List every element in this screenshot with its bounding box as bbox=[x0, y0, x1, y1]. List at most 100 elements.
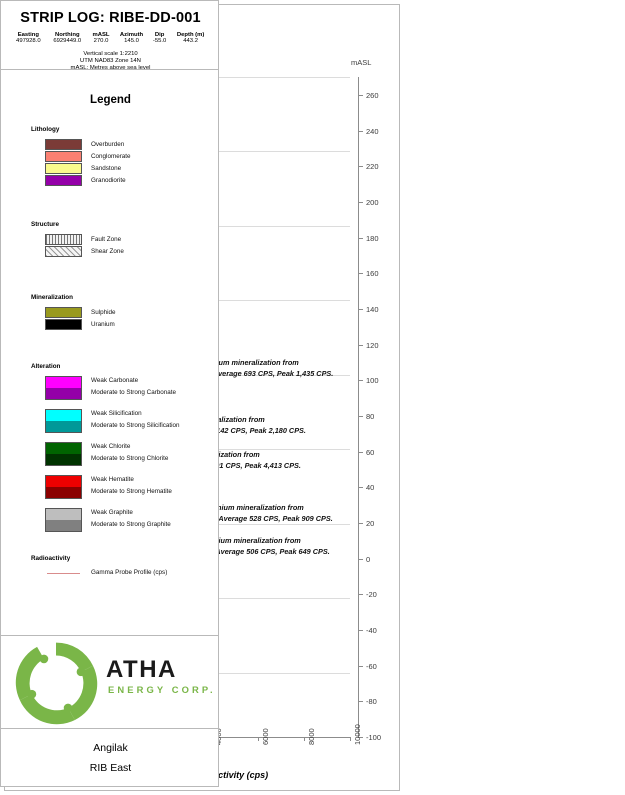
legend-swatch bbox=[45, 163, 82, 174]
legend-line-sample bbox=[47, 573, 80, 574]
legend-label: Fault Zone bbox=[91, 236, 122, 243]
annotation-line-2: 210.05 m to 211.45 m. Average 693 CPS, P… bbox=[137, 368, 334, 378]
legend-group-title: Lithology bbox=[31, 126, 60, 133]
collar-header: Easting bbox=[17, 32, 39, 38]
legend-group-title: Mineralization bbox=[31, 294, 73, 301]
masl-tick bbox=[358, 415, 363, 417]
legend-label: Gamma Probe Profile (cps) bbox=[91, 569, 168, 576]
annotation-line-1: New Intersection: Uranium mineralization… bbox=[142, 503, 304, 512]
masl-tick bbox=[358, 594, 363, 596]
masl-axis-label: mASL bbox=[351, 58, 372, 67]
legend-label: Weak Graphite bbox=[91, 509, 133, 516]
legend-label: Uranium bbox=[91, 321, 115, 328]
masl-tick-label: 0 bbox=[366, 554, 371, 564]
masl-tick bbox=[358, 237, 363, 239]
collar-value: 443.2 bbox=[183, 38, 198, 44]
annotation-line-2: 315.35 m to 316.45 m. Average 506 CPS, P… bbox=[139, 546, 330, 556]
note-masl: mASL: Metres above sea level bbox=[70, 65, 151, 71]
legend-label: Overburden bbox=[91, 141, 125, 148]
masl-tick-label: 160 bbox=[366, 269, 379, 279]
masl-tick-label: -20 bbox=[366, 590, 377, 600]
legend-box: Legend Lithology Overburden Conglomerate Sa… bbox=[0, 70, 219, 636]
legend-label: Moderate to Strong Chlorite bbox=[91, 455, 169, 462]
annotation-line-1: New Intersection: Uranium mineralization… bbox=[139, 536, 301, 545]
legend-label: Shear Zone bbox=[91, 248, 124, 255]
note-utm: UTM NAD83 Zone 14N bbox=[80, 58, 141, 64]
page-title: STRIP LOG: RIBE-DD-001 bbox=[20, 10, 201, 26]
masl-tick-label: 220 bbox=[366, 162, 379, 172]
masl-tick-label: 260 bbox=[366, 90, 379, 100]
legend-swatch bbox=[45, 475, 82, 499]
masl-tick bbox=[358, 487, 363, 489]
x-tick-label: 8000 bbox=[306, 728, 316, 745]
legend-label: Moderate to Strong Carbonate bbox=[91, 389, 177, 396]
masl-tick-label: 200 bbox=[366, 197, 379, 207]
collar-value: 6929449.0 bbox=[53, 38, 82, 44]
x-tick bbox=[257, 737, 259, 741]
collar-header: Azimuth bbox=[119, 32, 144, 38]
legend-group-title: Alteration bbox=[31, 363, 61, 370]
masl-tick bbox=[358, 558, 363, 560]
x-tick-label: 6000 bbox=[260, 728, 270, 745]
legend-label: Moderate to Strong Graphite bbox=[91, 521, 171, 528]
collar-value: -55.0 bbox=[152, 38, 167, 44]
collar-header: mASL bbox=[92, 32, 110, 38]
masl-tick bbox=[358, 701, 363, 703]
legend-swatch bbox=[45, 376, 82, 400]
legend-swatch bbox=[45, 409, 82, 433]
legend-swatch bbox=[45, 246, 82, 257]
legend-label: Conglomerate bbox=[91, 153, 131, 160]
legend-label: Granodiorite bbox=[91, 177, 126, 184]
masl-tick-label: -60 bbox=[366, 661, 377, 671]
legend-group-title: Radioactivity bbox=[31, 555, 71, 562]
masl-tick-label: 40 bbox=[366, 483, 375, 493]
masl-tick-label: 120 bbox=[366, 340, 379, 350]
legend-swatch bbox=[45, 442, 82, 466]
note-scale: Vertical scale 1:2210 bbox=[83, 51, 138, 57]
masl-tick bbox=[358, 451, 363, 453]
masl-tick-label: -40 bbox=[366, 625, 377, 635]
masl-tick bbox=[358, 380, 363, 382]
legend-group-title: Structure bbox=[31, 221, 59, 228]
legend-label: Weak Carbonate bbox=[91, 377, 139, 384]
legend-label: Weak Chlorite bbox=[91, 443, 131, 450]
x-tick-label: 10000 bbox=[353, 724, 362, 745]
x-tick bbox=[350, 737, 351, 741]
area-name: RIB East bbox=[89, 762, 132, 774]
legend-swatch bbox=[45, 508, 82, 532]
masl-tick bbox=[358, 130, 363, 132]
collar-header: Northing bbox=[55, 32, 80, 38]
atha-logo-icon bbox=[15, 642, 98, 725]
collar-header: Dip bbox=[154, 32, 165, 38]
legend-label: Weak Silicification bbox=[91, 410, 142, 417]
masl-tick bbox=[358, 273, 363, 275]
masl-tick-label: 240 bbox=[366, 126, 379, 136]
collar-value: 497928.0 bbox=[16, 38, 41, 44]
masl-tick-label: 140 bbox=[366, 304, 379, 314]
intersection-annotation: New Intersection: Uranium mineralization… bbox=[139, 536, 330, 557]
masl-tick-label: 80 bbox=[366, 411, 375, 421]
annotation-line-2: 309.25 m to 310.65 m. Average 528 CPS, P… bbox=[142, 513, 333, 523]
masl-tick-label: -100 bbox=[366, 733, 382, 742]
masl-tick-label: 20 bbox=[366, 518, 375, 528]
legend-swatch bbox=[45, 139, 82, 150]
legend-swatch bbox=[45, 175, 82, 186]
site-box: Angilak RIB East bbox=[0, 729, 219, 787]
legend-swatch bbox=[45, 151, 82, 162]
collar-table: Easting Northing mASL Azimuth Dip Depth (m) 4… bbox=[10, 32, 211, 44]
masl-tick bbox=[358, 94, 363, 96]
masl-tick-label: 100 bbox=[366, 376, 379, 386]
masl-tick bbox=[358, 166, 363, 168]
collar-header: Depth (m) bbox=[176, 32, 205, 38]
masl-tick bbox=[358, 629, 363, 631]
collar-value: 270.0 bbox=[93, 38, 109, 44]
masl-axis-line bbox=[358, 77, 359, 737]
legend-swatch bbox=[45, 234, 82, 245]
masl-tick-label: 180 bbox=[366, 233, 379, 243]
logo-subtitle: ENERGY CORP. bbox=[108, 684, 216, 695]
masl-tick bbox=[358, 201, 363, 203]
masl-tick bbox=[358, 665, 363, 667]
legend-title: Legend bbox=[90, 94, 131, 106]
masl-tick-label: -80 bbox=[366, 697, 377, 707]
